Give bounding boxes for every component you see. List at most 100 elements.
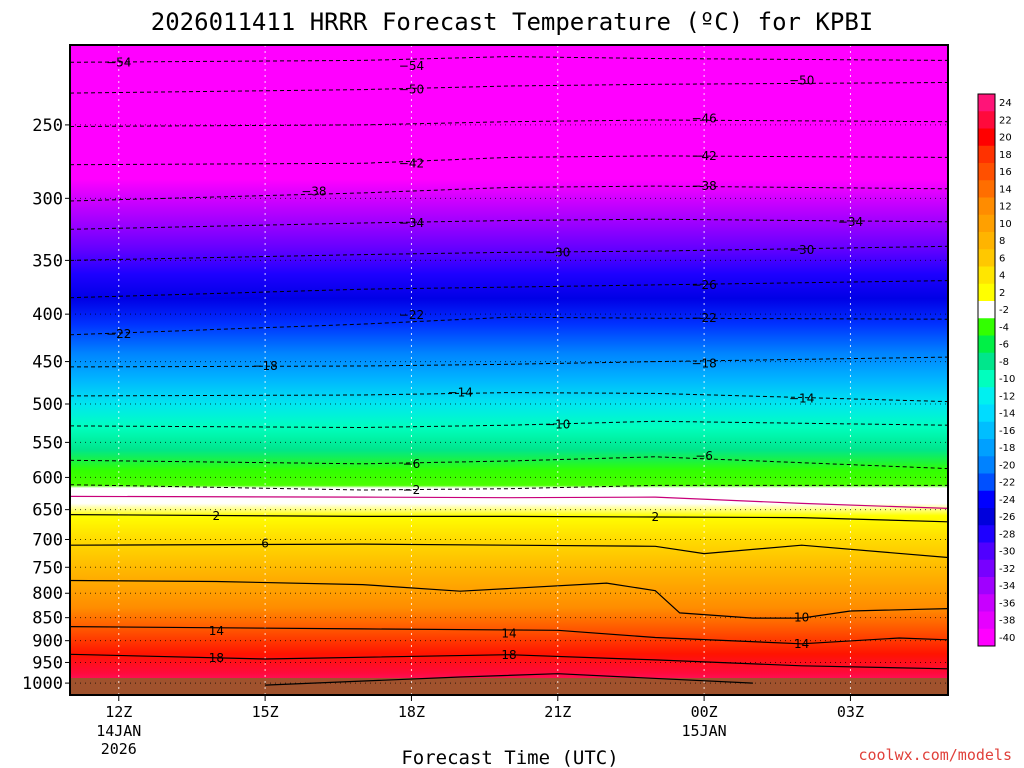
colorbar-swatch — [978, 352, 995, 371]
x-tick-label: 03Z — [837, 703, 864, 721]
colorbar-swatch — [978, 404, 995, 423]
colorbar-swatch — [978, 421, 995, 440]
y-tick-label: 350 — [32, 251, 63, 271]
y-tick-label: 400 — [32, 305, 63, 325]
colorbar-label: -26 — [999, 512, 1015, 523]
y-tick-label: 950 — [32, 653, 63, 673]
isotherm-line — [70, 484, 948, 491]
colorbar-frame — [977, 93, 996, 647]
contour-label: 18 — [209, 651, 224, 665]
colorbar-label: 14 — [999, 184, 1012, 195]
y-tick-label: 900 — [32, 632, 63, 652]
colorbar-swatch — [978, 335, 995, 354]
contour-label: 6 — [261, 536, 269, 550]
contour-label: −46 — [691, 111, 716, 125]
y-tick-label: 300 — [32, 189, 63, 209]
contour-label: 14 — [209, 624, 224, 638]
contour-label: −54 — [399, 59, 424, 73]
colorbar-swatch — [978, 508, 995, 526]
colorbar-swatch — [978, 145, 995, 164]
contour-label: −2 — [403, 483, 421, 497]
colorbar-label: -14 — [999, 409, 1015, 420]
colorbar-swatch — [978, 283, 995, 302]
isotherm-line — [70, 653, 948, 670]
ground-band — [70, 678, 948, 695]
y-tick-label: 500 — [32, 395, 63, 415]
contour-label: −14 — [448, 386, 473, 400]
x-axis-label: Forecast Time (UTC) — [401, 747, 618, 768]
contour-label: −18 — [691, 356, 716, 370]
colorbar-swatch — [978, 473, 995, 492]
contour-label: −50 — [789, 74, 814, 88]
y-axis: 250 300 350 400 450 500 550 600 650 700 750 800 850 9… — [22, 116, 70, 694]
contour-label: −10 — [545, 417, 570, 431]
colorbar-swatch — [978, 266, 995, 285]
colorbar-label: -6 — [999, 340, 1009, 351]
y-tick-label: 600 — [32, 468, 63, 488]
isotherm-line — [70, 119, 948, 127]
colorbar-swatch — [978, 128, 995, 147]
colorbar-swatch — [978, 490, 995, 509]
colorbar-swatch — [978, 370, 995, 388]
x-tick-label: 00Z — [691, 703, 718, 721]
x-tick-label: 15Z — [252, 703, 279, 721]
colorbar-swatch — [978, 439, 995, 457]
colorbar-label: 6 — [999, 253, 1005, 264]
x-tick-label: 21Z — [544, 703, 571, 721]
contour-label: −38 — [301, 185, 326, 199]
isotherm-line — [70, 392, 948, 403]
contour-label: −38 — [691, 179, 716, 193]
colorbar-label: -38 — [999, 616, 1015, 627]
colorbar-label: -40 — [999, 633, 1015, 644]
colorbar-label: -32 — [999, 564, 1015, 575]
colorbar-swatch — [978, 559, 995, 578]
contour-label: −34 — [399, 216, 424, 230]
colorbar-swatch — [978, 594, 995, 612]
colorbar-swatch — [978, 214, 995, 233]
colorbar-label: 4 — [999, 271, 1005, 282]
isotherm-line — [70, 56, 948, 63]
colorbar-label: 8 — [999, 236, 1005, 247]
contour-label: 14 — [794, 637, 809, 651]
colorbar-label: 20 — [999, 133, 1012, 144]
colorbar-label: -30 — [999, 547, 1015, 558]
isotherm-line — [70, 626, 948, 645]
colorbar-label: -28 — [999, 529, 1015, 540]
contour-label: 2 — [213, 509, 221, 523]
contour-label: 18 — [501, 648, 516, 662]
contour-label: −30 — [789, 243, 814, 257]
colorbar-swatch — [978, 111, 995, 129]
colorbar-swatch — [978, 628, 995, 647]
colorbar: 24 22 20 18 16 14 12 10 8 6 4 2 -2 -4 -6 -8 -10 -12 -14 -16… — [977, 93, 1015, 647]
y-tick-label: 450 — [32, 353, 63, 373]
colorbar-swatch — [978, 611, 995, 630]
colorbar-label: 10 — [999, 219, 1012, 230]
colorbar-label: -4 — [999, 322, 1009, 333]
x-tick-date: 15JAN — [682, 722, 727, 740]
contour-label: −22 — [106, 327, 131, 341]
colorbar-label: -22 — [999, 478, 1015, 489]
x-tick-label: 18Z — [398, 703, 425, 721]
contour-label: −6 — [695, 449, 713, 463]
contour-label: −54 — [106, 55, 131, 69]
colorbar-swatch — [978, 197, 995, 216]
plot-frame — [69, 44, 949, 696]
colorbar-label: -36 — [999, 598, 1015, 609]
isotherm-line — [70, 82, 948, 94]
colorbar-swatch — [978, 318, 995, 336]
colorbar-label: 22 — [999, 115, 1012, 126]
contour-label: 14 — [501, 626, 516, 640]
y-tick-label: 250 — [32, 116, 63, 136]
isotherm-line — [70, 155, 948, 166]
colorbar-label: 2 — [999, 288, 1005, 299]
colorbar-swatch — [978, 301, 995, 319]
y-tick-label: 700 — [32, 530, 63, 550]
contour-label: −14 — [789, 391, 814, 405]
isotherm-line — [70, 543, 948, 559]
colorbar-label: -16 — [999, 426, 1015, 437]
colorbar-label: 16 — [999, 167, 1012, 178]
y-tick-label: 1000 — [22, 674, 63, 694]
isotherm-lines — [70, 56, 948, 686]
